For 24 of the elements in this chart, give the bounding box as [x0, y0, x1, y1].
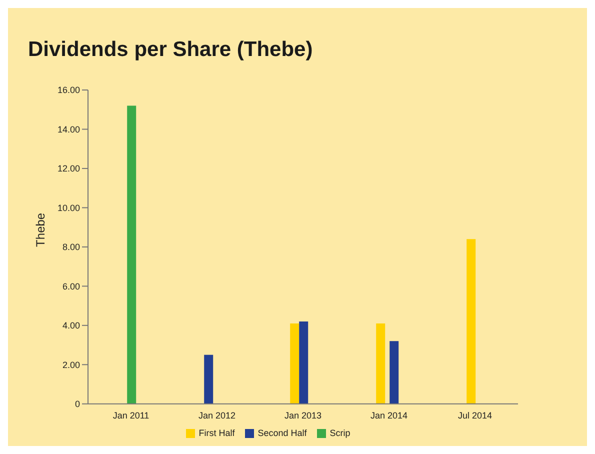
x-tick-label: Jul 2014 — [458, 410, 492, 420]
x-tick-label: Jan 2013 — [284, 410, 322, 420]
y-tick-label: 2.00 — [62, 360, 80, 370]
legend-label: Second Half — [258, 428, 307, 438]
bar — [390, 341, 399, 404]
y-tick-label: 6.00 — [62, 281, 80, 292]
legend-label: First Half — [198, 428, 235, 438]
x-tick-label: Jan 2012 — [198, 410, 236, 420]
y-tick-label: 10.00 — [57, 202, 80, 213]
legend-label: Scrip — [330, 428, 350, 438]
y-tick-label: 16.00 — [57, 85, 80, 96]
y-tick-label: 12.00 — [57, 164, 80, 174]
bar — [299, 321, 308, 404]
y-tick-label: 8.00 — [62, 242, 80, 252]
bar — [376, 323, 386, 404]
bar — [466, 239, 476, 404]
x-tick-label: Jan 2014 — [370, 410, 408, 420]
bar — [127, 106, 136, 404]
y-tick-label: 14.00 — [57, 124, 80, 134]
y-axis-title: Thebe — [33, 212, 48, 247]
chart-title: Dividends per Share (Thebe) — [28, 38, 313, 62]
y-tick-label: 4.00 — [62, 320, 80, 331]
x-tick-label: Jan 2011 — [112, 410, 150, 420]
y-tick-label: 0 — [74, 399, 80, 410]
